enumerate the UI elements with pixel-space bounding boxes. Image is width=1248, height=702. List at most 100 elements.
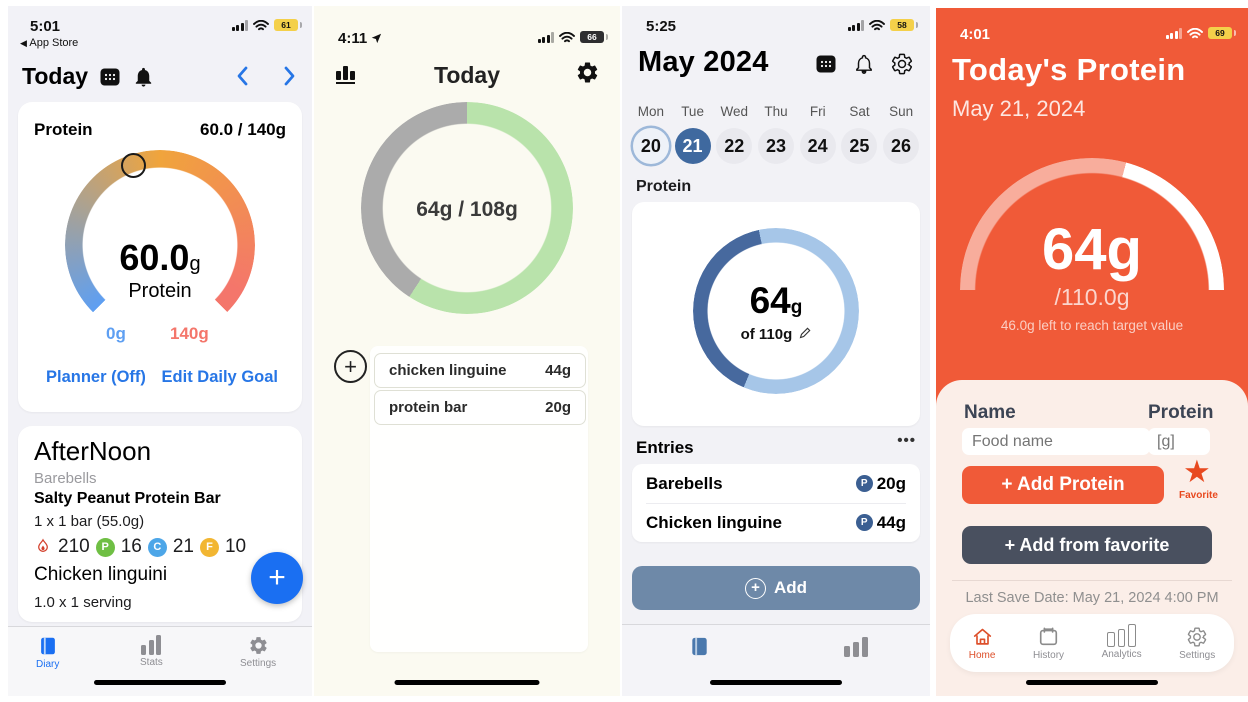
weekday-label: Sun [889,104,914,119]
home-indicator[interactable] [94,680,226,685]
food-serving: 1 x 1 bar (55.0g) [34,513,145,530]
status-time: 5:25 [646,18,677,35]
home-indicator[interactable] [1026,680,1158,685]
date-25[interactable]: 25 [841,128,878,164]
gauge-min-label: 0g [106,324,126,343]
carbs-badge-icon: C [147,537,167,557]
screen-todays-protein-app: 4:01 69 Today's Protein May 21, 2024 64g… [936,8,1248,696]
gear-icon[interactable] [890,52,914,76]
add-protein-button[interactable]: + Add Protein [962,466,1164,504]
add-from-favorite-button[interactable]: + Add from favorite [962,526,1212,564]
tab-stats[interactable] [844,637,868,662]
bell-icon[interactable] [853,53,875,76]
tab-analytics[interactable]: Analytics [1102,624,1142,660]
entry-row[interactable]: chicken linguine 44g [374,353,586,388]
signal-icon [847,19,864,31]
fat-badge-icon: F [199,537,219,557]
calories-value: 210 [58,536,90,557]
signal-icon [537,31,554,43]
gear-icon [1187,627,1207,646]
battery-icon: 69 [1208,27,1236,39]
calendar-icon[interactable] [814,52,838,76]
date-21-selected[interactable]: 21 [674,128,711,164]
history-calendar-icon [1039,626,1058,645]
add-entry-button[interactable]: + [334,350,367,383]
food-serving-2: 1.0 x 1 serving [34,594,132,611]
tab-history[interactable]: History [1033,626,1064,661]
protein-badge-icon: P [95,537,115,557]
meal-card: AfterNoon Barebells Salty Peanut Protein… [18,426,302,622]
tab-bar: Diary Stats Settings [8,626,312,696]
wifi-icon [253,19,269,30]
food-brand: Barebells [34,470,97,487]
bar-chart-icon [844,637,868,657]
entry-amount: 44g [545,362,571,379]
planner-link[interactable]: Planner (Off) [46,368,146,386]
calendar-icon[interactable] [98,65,122,89]
home-indicator[interactable] [710,680,842,685]
food-name: Salty Peanut Protein Bar [34,490,221,507]
weekday-row: Mon Tue Wed Thu Fri Sat Sun [630,104,922,119]
tab-settings[interactable]: Settings [1179,626,1215,661]
nutrition-row: 210 P 16 C 21 F 10 [34,536,246,558]
month-title: May 2024 [638,46,769,78]
food-name-2: Chicken linguini [34,564,168,585]
book-icon [40,637,55,655]
gear-icon[interactable] [575,60,600,90]
status-time: 4:11 [338,30,368,47]
donut-center-value: 64g / 108g [416,198,518,221]
battery-icon: 58 [890,19,918,31]
entry-row[interactable]: Barebells P 20g [632,464,920,503]
food-name-input[interactable] [962,428,1150,455]
date-20-today[interactable]: 20 [632,128,669,164]
book-icon [692,637,707,656]
entries-title: Entries [636,438,694,457]
fat-value: 10 [224,536,247,557]
gauge-remaining: 46.0g left to reach target value [1000,318,1184,333]
gauge-max-label: 140g [170,324,209,343]
chevron-left-icon[interactable] [236,66,248,91]
entry-row[interactable]: Chicken linguine P 44g [632,503,920,542]
weekday-label: Tue [681,104,704,119]
stats-icon[interactable] [336,62,355,85]
divider [646,503,906,504]
entry-row[interactable]: protein bar 20g [374,390,586,425]
bar-chart-icon [141,635,162,655]
location-arrow-icon [371,33,382,44]
home-indicator[interactable] [394,680,540,685]
protein-grams-input[interactable] [1148,428,1210,455]
favorite-star-icon[interactable]: ★ [1183,454,1211,489]
back-to-app-store[interactable]: ◀ App Store [20,37,79,49]
entry-name: protein bar [389,399,468,416]
tab-home[interactable]: Home [969,626,995,661]
signal-icon [231,19,248,31]
tab-diary[interactable]: Diary [36,635,59,670]
add-entry-fab[interactable]: + [251,552,303,604]
gauge-progress-knob[interactable] [121,153,146,178]
protein-badge-icon: P [855,475,873,492]
edit-daily-goal-link[interactable]: Edit Daily Goal [161,368,278,386]
protein-label: Protein [1148,402,1214,423]
tab-diary[interactable] [688,635,711,663]
edit-pencil-icon[interactable] [799,327,811,339]
protein-summary: 60.0 / 140g [199,120,286,139]
tab-stats[interactable]: Stats [140,635,163,668]
tab-settings[interactable]: Settings [240,635,276,669]
home-icon [973,628,991,645]
entries-menu-button[interactable]: ••• [897,432,916,449]
add-button[interactable]: + Add [632,566,920,610]
date-24[interactable]: 24 [799,128,836,164]
carbs-value: 21 [172,536,194,557]
date-23[interactable]: 23 [757,128,794,164]
analytics-bars-icon [1107,624,1136,647]
entries-card: Barebells P 20g Chicken linguine P 44g [632,464,920,542]
date-22[interactable]: 22 [716,128,753,164]
screen-today-donut-app: 4:11 66 Today 64g / 108g + chicken lingu… [314,6,620,696]
gauge-value: 60.0g [119,237,201,278]
bell-icon[interactable] [132,65,155,89]
date-26[interactable]: 26 [883,128,920,164]
protein-badge-icon: P [855,514,873,531]
form-panel: Name Protein + Add Protein ★ Favorite + … [936,380,1248,696]
chevron-right-icon[interactable] [284,66,296,91]
weekday-label: Fri [809,104,826,119]
